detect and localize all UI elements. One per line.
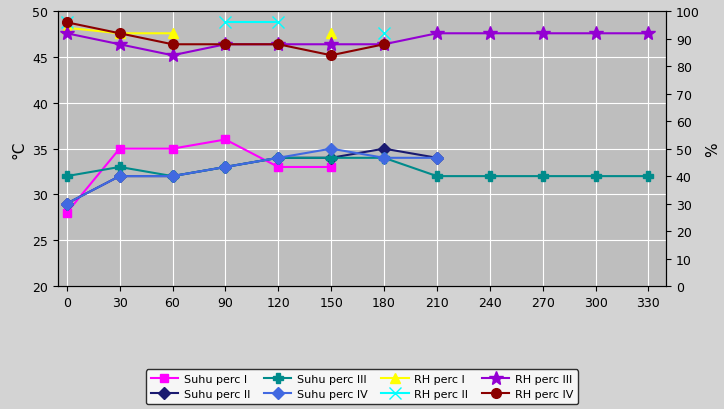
Y-axis label: °C: °C xyxy=(12,140,27,158)
Y-axis label: %: % xyxy=(705,142,720,157)
Legend: Suhu perc I, Suhu perc II, Suhu perc III, Suhu perc IV, RH perc I, RH perc II, R: Suhu perc I, Suhu perc II, Suhu perc III… xyxy=(146,369,578,404)
